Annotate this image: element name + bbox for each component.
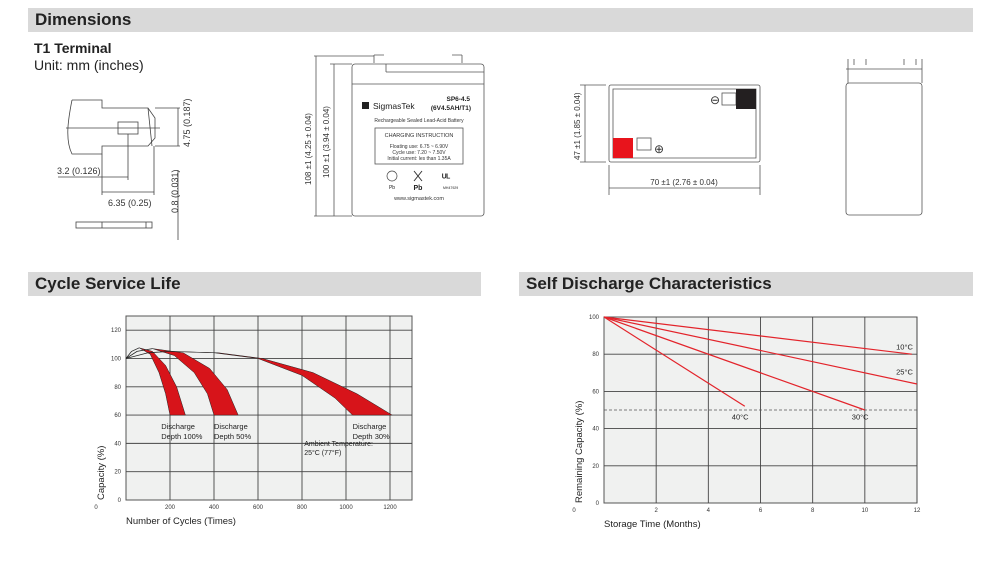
charging-line: Cycle use: 7.20 ~ 7.50V — [392, 150, 446, 156]
battery-side-view — [845, 59, 923, 216]
x-tick-label: 12 — [914, 508, 921, 514]
y-tick-label: 120 — [111, 328, 122, 334]
x-tick-label: 8 — [811, 508, 815, 514]
series-label: Discharge — [353, 422, 387, 431]
recycle-icon — [386, 170, 398, 182]
terminal-title: T1 Terminal — [34, 40, 112, 56]
x-tick-label: 1200 — [383, 505, 397, 511]
recycle-label: Pb — [389, 185, 395, 191]
dim-length-label: 70 ±1 (2.76 ± 0.04) — [650, 178, 718, 187]
unit-label: Unit: mm (inches) — [34, 57, 144, 73]
description-label: Rechargeable Sealed Lead-Acid Battery — [374, 118, 464, 124]
series-line — [603, 316, 866, 411]
battery-side-outline — [845, 59, 923, 216]
y-tick-label: 60 — [592, 389, 599, 395]
series-label: Discharge — [214, 422, 248, 431]
brand-label: SigmasTek — [373, 101, 415, 111]
series-label: 30°C — [852, 412, 869, 421]
negative-icon: ⊖ — [710, 93, 720, 107]
capacity-rise-line — [125, 348, 153, 359]
y-tick-label: 80 — [114, 385, 121, 391]
x-tick-label: 6 — [759, 508, 763, 514]
y-tick-label: 0 — [596, 501, 600, 507]
capacity-rise-line — [125, 351, 171, 359]
brand-logo-icon — [362, 102, 369, 109]
dim-case-height-label: 100 ±1 (3.94 ± 0.04) — [322, 106, 331, 178]
model-label: SP6-4.5 — [447, 96, 471, 103]
ul-label: MH47929 — [443, 186, 458, 190]
terminal-drawing: 3.2 (0.126) 6.35 (0.25) 4.75 (0.187) 0.8… — [57, 98, 192, 240]
y-axis-label: Remaining Capacity (%) — [574, 401, 585, 503]
y-tick-label: 60 — [114, 413, 121, 419]
x-tick-label: 4 — [707, 508, 711, 514]
model-detail-label: (6V4.5AH/T1) — [431, 105, 471, 112]
website-label: www.sigmastek.com — [393, 196, 444, 202]
section-header-dimensions: Dimensions — [28, 8, 973, 32]
dim-thickness-label: 0.8 (0.031) — [170, 169, 180, 213]
x-tick-label: 1000 — [339, 505, 353, 511]
positive-terminal — [613, 138, 633, 158]
y-tick-label: 100 — [589, 315, 600, 321]
battery-top-outline — [580, 84, 761, 195]
cycle-life-chart: 0 200 400 600 800 1000 1200 0 20 40 60 80 100 120 Numb… — [94, 315, 413, 527]
x-axis-label: Storage Time (Months) — [604, 519, 701, 530]
capacity-rise-line — [125, 347, 140, 359]
annotation: Ambient Temperature: — [304, 441, 373, 448]
capacity-band — [139, 347, 186, 416]
x-tick-label: 2 — [654, 508, 658, 514]
y-tick-label: 80 — [592, 352, 599, 358]
capacity-band — [152, 348, 239, 416]
section-header-cycle-life: Cycle Service Life — [28, 272, 481, 296]
x-tick-label: 800 — [297, 505, 308, 511]
terminal-outline — [58, 99, 180, 240]
dim-width-label: 6.35 (0.25) — [108, 198, 152, 208]
section-header-self-discharge: Self Discharge Characteristics — [519, 272, 973, 296]
series-label: 40°C — [732, 412, 749, 421]
series-line — [603, 316, 746, 407]
x-tick-label: 400 — [209, 505, 220, 511]
x-tick-label: 0 — [572, 508, 576, 514]
charging-line: Floating use: 6.75 ~ 6.90V — [390, 144, 449, 150]
series-line — [603, 316, 912, 355]
y-axis-label: Capacity (%) — [96, 446, 107, 500]
capacity-band — [169, 351, 394, 416]
series-label: 10°C — [896, 343, 913, 352]
negative-terminal — [736, 89, 756, 109]
series-label: Depth 50% — [214, 432, 251, 441]
series-line — [603, 316, 918, 385]
y-tick-label: 20 — [592, 464, 599, 470]
series-label: Discharge — [161, 422, 195, 431]
bin-label: Pb — [414, 185, 423, 192]
x-axis-label: Number of Cycles (Times) — [126, 516, 236, 527]
positive-icon: ⊕ — [654, 142, 664, 156]
charging-line: Initial current: les than 1.35A — [387, 156, 451, 162]
y-tick-label: 100 — [111, 356, 122, 362]
x-tick-label: 0 — [94, 505, 98, 511]
series-label: Depth 30% — [353, 432, 390, 441]
self-discharge-chart: 0 2 4 6 8 10 12 0 20 40 60 80 100 Storage Time (Month… — [572, 315, 921, 530]
annotation: 25°C (77°F) — [304, 449, 341, 457]
dim-hole-label: 3.2 (0.126) — [57, 166, 101, 176]
series-label: 25°C — [896, 368, 913, 377]
crossed-bin-icon — [413, 170, 423, 182]
dim-height-label: 4.75 (0.187) — [182, 98, 192, 147]
dim-total-height-label: 108 ±1 (4.25 ± 0.04) — [304, 113, 313, 185]
charging-title: CHARGING INSTRUCTION — [385, 133, 454, 139]
x-tick-label: 200 — [165, 505, 176, 511]
dim-depth-label: 47 ±1 (1.85 ± 0.04) — [573, 92, 582, 160]
x-tick-label: 600 — [253, 505, 264, 511]
series-label: Depth 100% — [161, 432, 203, 441]
x-tick-label: 10 — [861, 508, 868, 514]
battery-top-view: ⊖ ⊕ 47 ±1 (1.85 ± 0.04) 70 ±1 (2.76 ± 0.… — [573, 84, 761, 195]
y-tick-label: 20 — [114, 470, 121, 476]
battery-front-outline — [314, 54, 485, 217]
y-tick-label: 40 — [592, 427, 599, 433]
y-tick-label: 0 — [118, 498, 122, 504]
y-tick-label: 40 — [114, 441, 121, 447]
ul-icon: ᵁᴸ — [442, 173, 450, 184]
battery-front-view: SigmasTek SP6-4.5 (6V4.5AH/T1) Rechargea… — [304, 54, 485, 217]
